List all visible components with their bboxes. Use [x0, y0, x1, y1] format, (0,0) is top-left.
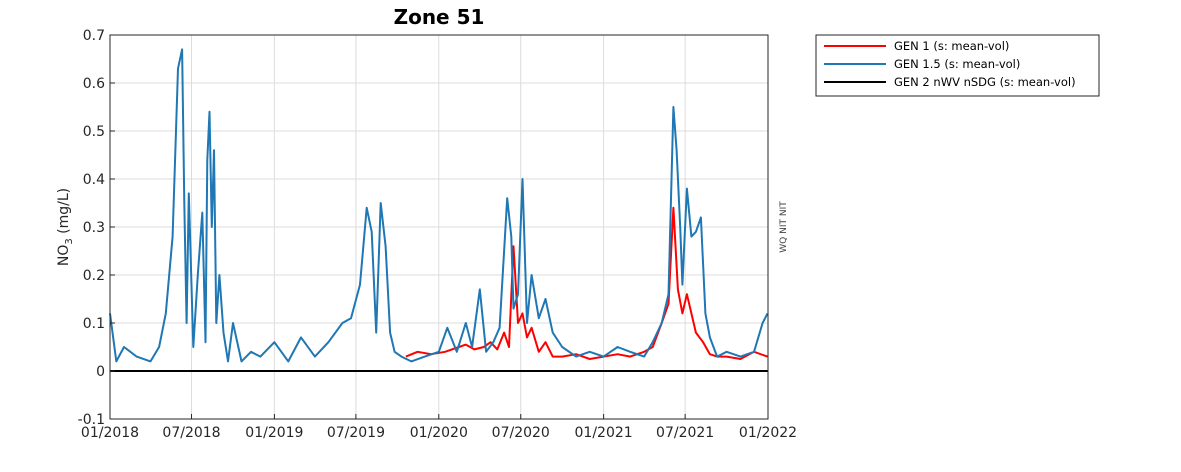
y-tick-label: 0 — [96, 364, 105, 380]
x-axis-ticks: 01/2018 07/2018 01/2019 07/2019 01/2020 07/20… — [81, 414, 797, 441]
x-tick-label: 01/2020 — [410, 425, 468, 441]
x-tick-label: 01/2019 — [245, 425, 303, 441]
y-tick-label: 0.1 — [83, 316, 105, 332]
y-axis-label-unit: (mg/L) — [56, 188, 72, 238]
legend-label: GEN 2 nWV nSDG (s: mean-vol) — [894, 75, 1076, 89]
x-tick-label: 07/2019 — [327, 425, 385, 441]
x-tick-label: 01/2022 — [739, 425, 797, 441]
side-label: WQ NIT NIT — [779, 201, 789, 253]
y-tick-label: 0.5 — [83, 124, 105, 140]
y-tick-label: 0.6 — [83, 76, 105, 92]
series-line-1 — [405, 206, 768, 360]
x-tick-label: 07/2021 — [656, 425, 714, 441]
y-tick-label: 0.4 — [83, 172, 105, 188]
legend-label: GEN 1 (s: mean-vol) — [894, 39, 1009, 53]
x-tick-label: 07/2018 — [162, 425, 220, 441]
y-tick-label: 0.2 — [83, 268, 105, 284]
series-layer — [109, 48, 769, 372]
x-tick-label: 07/2020 — [492, 425, 550, 441]
y-tick-label: 0.7 — [83, 28, 105, 44]
y-tick-label: -0.1 — [78, 412, 105, 428]
x-tick-label: 01/2018 — [81, 425, 139, 441]
y-axis-ticks: -0.1 0 0.1 0.2 0.3 0.4 0.5 0.6 0.7 — [78, 28, 115, 428]
legend: GEN 1 (s: mean-vol) GEN 1.5 (s: mean-vol)… — [815, 34, 1100, 97]
legend-label: GEN 1.5 (s: mean-vol) — [894, 57, 1020, 71]
series-line-2 — [109, 48, 769, 363]
x-tick-label: 01/2021 — [575, 425, 633, 441]
y-axis-label: NO3 (mg/L) — [56, 188, 75, 266]
y-axis-label-main: NO — [56, 245, 72, 267]
chart-title: Zone 51 — [394, 5, 485, 29]
y-tick-label: 0.3 — [83, 220, 105, 236]
y-axis-label-subscript: 3 — [64, 238, 75, 244]
